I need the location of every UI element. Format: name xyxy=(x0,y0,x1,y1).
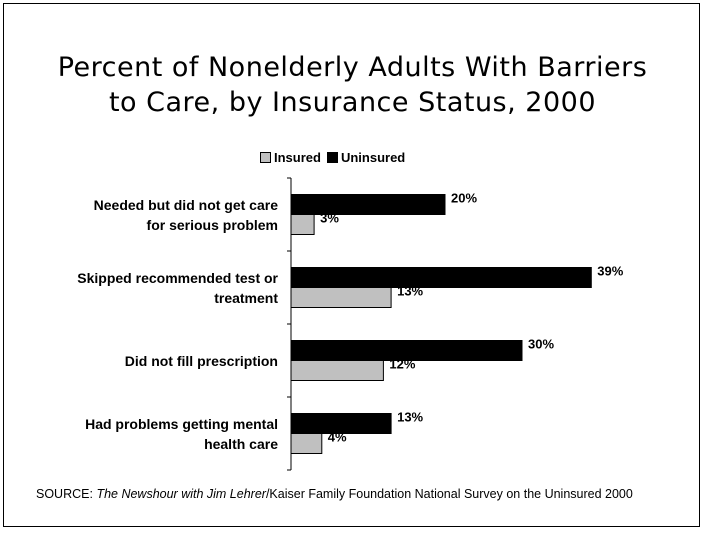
data-label-insured-0: 3% xyxy=(320,211,339,226)
source-note: SOURCE: The Newshour with Jim Lehrer/Kai… xyxy=(36,486,676,502)
data-label-insured-1: 13% xyxy=(397,284,423,299)
source-rest: /Kaiser Family Foundation National Surve… xyxy=(265,487,633,501)
bar-insured-0 xyxy=(290,214,315,235)
category-label: Skipped recommended test or treatment xyxy=(8,268,278,308)
chart-title: Percent of Nonelderly Adults With Barrie… xyxy=(0,50,705,120)
legend-item-uninsured: Uninsured xyxy=(326,150,406,165)
category-label-line: Needed but did not get care xyxy=(93,196,278,213)
bar-uninsured-0 xyxy=(290,194,446,215)
legend-swatch-insured xyxy=(260,152,271,163)
category-label-line: Had problems getting mental xyxy=(85,415,278,432)
category-label: Needed but did not get care for serious p… xyxy=(8,195,278,235)
data-label-uninsured-1: 39% xyxy=(597,264,623,279)
category-label-line: treatment xyxy=(214,289,278,306)
category-label-line: for serious problem xyxy=(146,216,278,233)
chart-frame xyxy=(3,3,700,527)
legend-swatch-uninsured xyxy=(326,152,338,163)
bar-uninsured-1 xyxy=(290,267,592,288)
legend-item-insured: Insured xyxy=(260,150,321,165)
bar-uninsured-3 xyxy=(290,413,392,434)
bar-insured-1 xyxy=(290,287,392,308)
category-label-line: Skipped recommended test or xyxy=(77,269,278,286)
data-label-uninsured-2: 30% xyxy=(528,337,554,352)
category-label: Did not fill prescription xyxy=(8,351,278,371)
bar-uninsured-2 xyxy=(290,340,523,361)
chart-title-line-1: Percent of Nonelderly Adults With Barrie… xyxy=(57,52,648,83)
bar-insured-2 xyxy=(290,360,384,381)
legend-label-uninsured: Uninsured xyxy=(340,150,406,165)
legend-label-insured: Insured xyxy=(274,150,321,165)
source-prefix: SOURCE: xyxy=(36,487,97,501)
legend: Insured Uninsured xyxy=(260,150,411,165)
data-label-insured-3: 4% xyxy=(328,430,347,445)
category-label-line: Did not fill prescription xyxy=(124,352,278,369)
data-label-insured-2: 12% xyxy=(389,357,415,372)
data-label-uninsured-3: 13% xyxy=(397,410,423,425)
bar-insured-3 xyxy=(290,433,323,454)
chart-title-line-2: to Care, by Insurance Status, 2000 xyxy=(108,87,597,118)
data-label-uninsured-0: 20% xyxy=(451,191,477,206)
category-label: Had problems getting mental health care xyxy=(8,414,278,454)
category-label-line: health care xyxy=(204,435,278,452)
source-italic: The Newshour with Jim Lehrer xyxy=(96,487,266,501)
